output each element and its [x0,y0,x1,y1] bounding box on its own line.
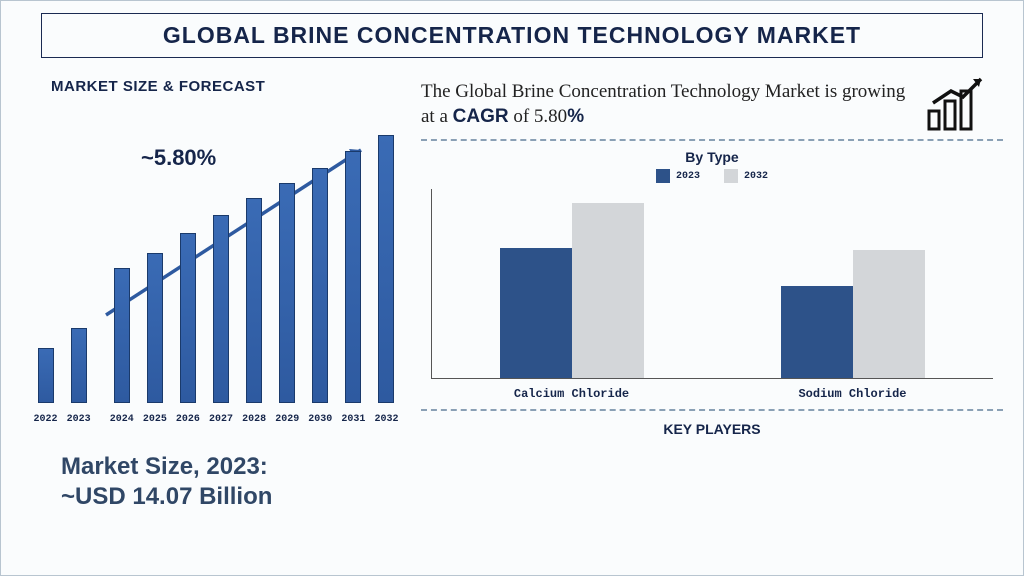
forecast-year-label: 2027 [206,414,235,425]
forecast-year-label: 2030 [306,414,335,425]
separator-1 [421,139,1003,141]
legend-swatch [656,169,670,183]
forecast-year-label: 2026 [173,414,202,425]
right-panel: The Global Brine Concentration Technolog… [411,66,1003,511]
legend-swatch [724,169,738,183]
forecast-bar [240,198,269,403]
market-size-block: Market Size, 2023: ~USD 14.07 Billion [61,453,411,511]
bytype-category-labels: Calcium ChlorideSodium Chloride [431,387,993,401]
legend-item: 2032 [724,169,768,183]
growth-text-mid: of 5.80 [509,106,568,127]
separator-2 [421,409,1003,411]
bytype-bar [572,203,644,378]
forecast-year-label: 2029 [273,414,302,425]
growth-text-pct: % [567,106,584,127]
forecast-year-label: 2023 [64,414,93,425]
forecast-heading: MARKET SIZE & FORECAST [51,78,411,95]
legend-label: 2032 [744,171,768,182]
forecast-bar [64,328,93,403]
forecast-bar [140,253,169,403]
left-panel: MARKET SIZE & FORECAST ~5.80% 2022202320… [21,66,411,511]
market-size-label: Market Size, 2023: [61,453,411,481]
growth-text-cagr: CAGR [453,106,509,127]
forecast-year-label: 2032 [372,414,401,425]
bytype-legend: 2023 2032 [421,169,1003,183]
forecast-bar [372,135,401,403]
forecast-bar [273,183,302,403]
legend-item: 2023 [656,169,700,183]
page-title: GLOBAL BRINE CONCENTRATION TECHNOLOGY MA… [58,22,966,49]
forecast-year-label: 2031 [339,414,368,425]
forecast-years: 2022 2023 2024 2025 2026 2027 2028 2029 2030 2031… [31,414,401,425]
bytype-group [432,203,713,378]
forecast-year-label: 2024 [107,414,136,425]
bytype-bar [781,286,853,378]
title-box: GLOBAL BRINE CONCENTRATION TECHNOLOGY MA… [41,13,983,58]
growth-chart-icon [923,73,993,133]
bytype-category-label: Sodium Chloride [712,387,993,401]
bytype-heading: By Type [421,149,1003,165]
forecast-bar [306,168,335,403]
forecast-bars [31,123,401,403]
forecast-bar [107,268,136,403]
bytype-category-label: Calcium Chloride [431,387,712,401]
content-area: MARKET SIZE & FORECAST ~5.80% 2022202320… [1,66,1023,511]
forecast-bar [339,151,368,403]
bytype-bar [500,248,572,378]
forecast-bar [31,348,60,403]
bytype-chart [431,189,993,379]
forecast-bar [173,233,202,403]
forecast-year-label: 2022 [31,414,60,425]
bytype-group [713,250,994,378]
growth-description: The Global Brine Concentration Technolog… [421,80,913,129]
market-size-value: ~USD 14.07 Billion [61,483,411,511]
forecast-year-label: 2025 [140,414,169,425]
key-players-heading: KEY PLAYERS [421,421,1003,437]
forecast-bar [206,215,235,403]
forecast-year-label: 2028 [240,414,269,425]
legend-label: 2023 [676,171,700,182]
bytype-bar [853,250,925,378]
forecast-chart: ~5.80% 202220232024202520262027202820292… [31,105,401,425]
